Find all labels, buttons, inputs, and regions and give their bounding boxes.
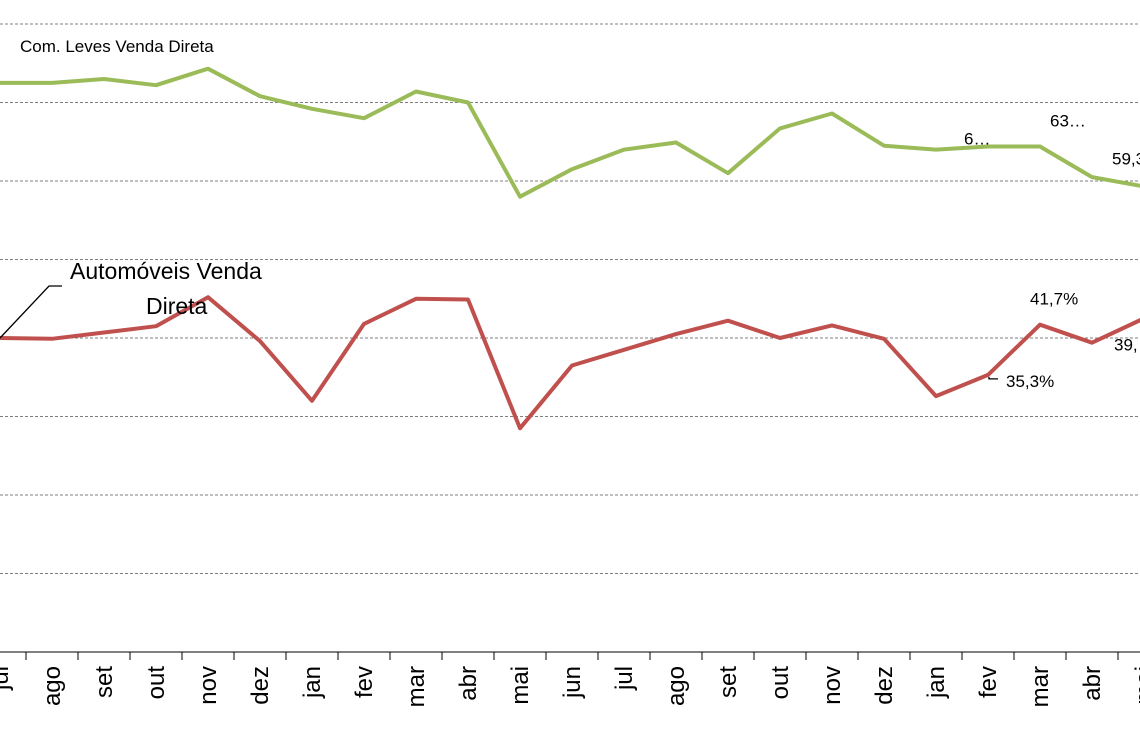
- x-tick-label: jan: [923, 666, 950, 699]
- series-label-com-leves: Com. Leves Venda Direta: [20, 37, 214, 56]
- x-tick-label: jun: [559, 666, 586, 699]
- x-tick-label: abr: [455, 666, 482, 701]
- x-tick-label: fev: [975, 666, 1002, 698]
- x-tick-label: fev: [351, 666, 378, 698]
- x-tick-label: mai: [1131, 666, 1140, 705]
- x-tick-label: mai: [507, 666, 534, 705]
- x-tick-label: abr: [1079, 666, 1106, 701]
- data-label: 63…: [1050, 111, 1086, 130]
- x-tick-label: nov: [195, 666, 222, 705]
- series-lines: [0, 66, 1140, 431]
- data-label: 41,7%: [1030, 290, 1078, 309]
- x-tick-label: jan: [299, 666, 326, 699]
- series-label-automoveis-line1: Automóveis Venda: [70, 258, 262, 284]
- series-line-0: [0, 66, 1140, 199]
- x-tick-label: mar: [1027, 666, 1054, 707]
- series-label-automoveis-line2: Direta: [146, 293, 208, 319]
- data-label: 6…: [964, 129, 990, 148]
- gridlines: [0, 23, 1140, 574]
- x-axis: jul ago set out nov dez jan fev mar abr mai jun jul a…: [0, 651, 1140, 707]
- data-labels: 6… 63… 59,3 35,3% 41,7% 39,: [964, 111, 1140, 390]
- x-tick-label: out: [143, 666, 170, 700]
- x-tick-label: dez: [871, 666, 898, 705]
- x-tick-label: set: [91, 666, 118, 698]
- x-tick-label: nov: [819, 666, 846, 705]
- x-tick-label: out: [767, 666, 794, 700]
- x-tick-label: ago: [39, 666, 66, 706]
- x-tick-label: ago: [663, 666, 690, 706]
- x-tick-label: jul: [611, 666, 638, 691]
- data-label-leader: [988, 376, 998, 380]
- x-tick-label: jul: [0, 666, 14, 691]
- series-label-leader: [0, 285, 62, 339]
- data-label: 59,3: [1112, 149, 1140, 168]
- x-tick-label: mar: [403, 666, 430, 707]
- data-label: 39,: [1114, 336, 1138, 355]
- data-label: 35,3%: [1006, 372, 1054, 391]
- x-tick-label: set: [715, 666, 742, 698]
- x-tick-label: dez: [247, 666, 274, 705]
- series-line-1: [0, 295, 1140, 431]
